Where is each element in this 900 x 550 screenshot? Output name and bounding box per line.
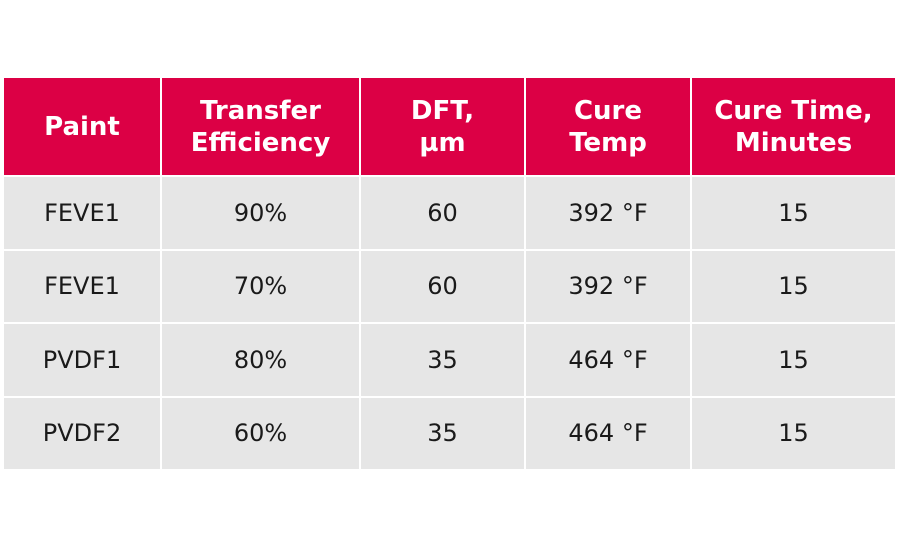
cell-cure-time: 15 (690, 322, 895, 398)
table-row: PVDF2 60% 35 464 °F 15 (4, 395, 895, 471)
header-cure-time: Cure Time, Minutes (690, 78, 895, 176)
table-row: PVDF1 80% 35 464 °F 15 (4, 322, 895, 398)
cell-transfer-efficiency: 90% (160, 175, 361, 251)
header-cure-temp-line-1: Cure (573, 95, 643, 126)
table-row: FEVE1 70% 60 392 °F 15 (4, 248, 895, 324)
cell-transfer-efficiency: 70% (160, 248, 361, 324)
table-row: FEVE1 90% 60 392 °F 15 (4, 175, 895, 251)
header-transfer-efficiency: Transfer Efficiency (160, 78, 361, 176)
cell-transfer-efficiency: 80% (160, 322, 361, 398)
header-dft: DFT, µm (359, 78, 526, 176)
cell-dft: 35 (359, 322, 526, 398)
header-transfer-efficiency-line-1: Transfer (200, 95, 321, 126)
cell-dft: 60 (359, 248, 526, 324)
cell-paint: PVDF2 (4, 395, 162, 471)
table-body: FEVE1 90% 60 392 °F 15 FEVE1 70% 60 392 … (4, 175, 895, 471)
cell-cure-temp: 464 °F (524, 395, 692, 471)
cell-cure-time: 15 (690, 395, 895, 471)
cell-paint: FEVE1 (4, 175, 162, 251)
cell-dft: 35 (359, 395, 526, 471)
header-dft-line-2: µm (419, 127, 466, 158)
paint-comparison-table: Paint Transfer Efficiency DFT, µm Cure T… (4, 78, 895, 471)
header-transfer-efficiency-line-2: Efficiency (190, 127, 331, 158)
cell-cure-temp: 392 °F (524, 248, 692, 324)
header-cure-time-line-2: Minutes (734, 127, 853, 158)
cell-cure-temp: 392 °F (524, 175, 692, 251)
cell-dft: 60 (359, 175, 526, 251)
table-header: Paint Transfer Efficiency DFT, µm Cure T… (4, 78, 895, 176)
header-row: Paint Transfer Efficiency DFT, µm Cure T… (4, 78, 895, 176)
header-dft-line-1: DFT, (410, 95, 475, 126)
cell-transfer-efficiency: 60% (160, 395, 361, 471)
header-cure-temp: Cure Temp (524, 78, 692, 176)
header-paint: Paint (4, 78, 162, 176)
cell-paint: PVDF1 (4, 322, 162, 398)
cell-cure-time: 15 (690, 248, 895, 324)
cell-cure-temp: 464 °F (524, 322, 692, 398)
cell-cure-time: 15 (690, 175, 895, 251)
header-cure-time-line-1: Cure Time, (714, 95, 873, 126)
header-paint-line-1: Paint (44, 111, 120, 142)
cell-paint: FEVE1 (4, 248, 162, 324)
header-cure-temp-line-2: Temp (569, 127, 647, 158)
